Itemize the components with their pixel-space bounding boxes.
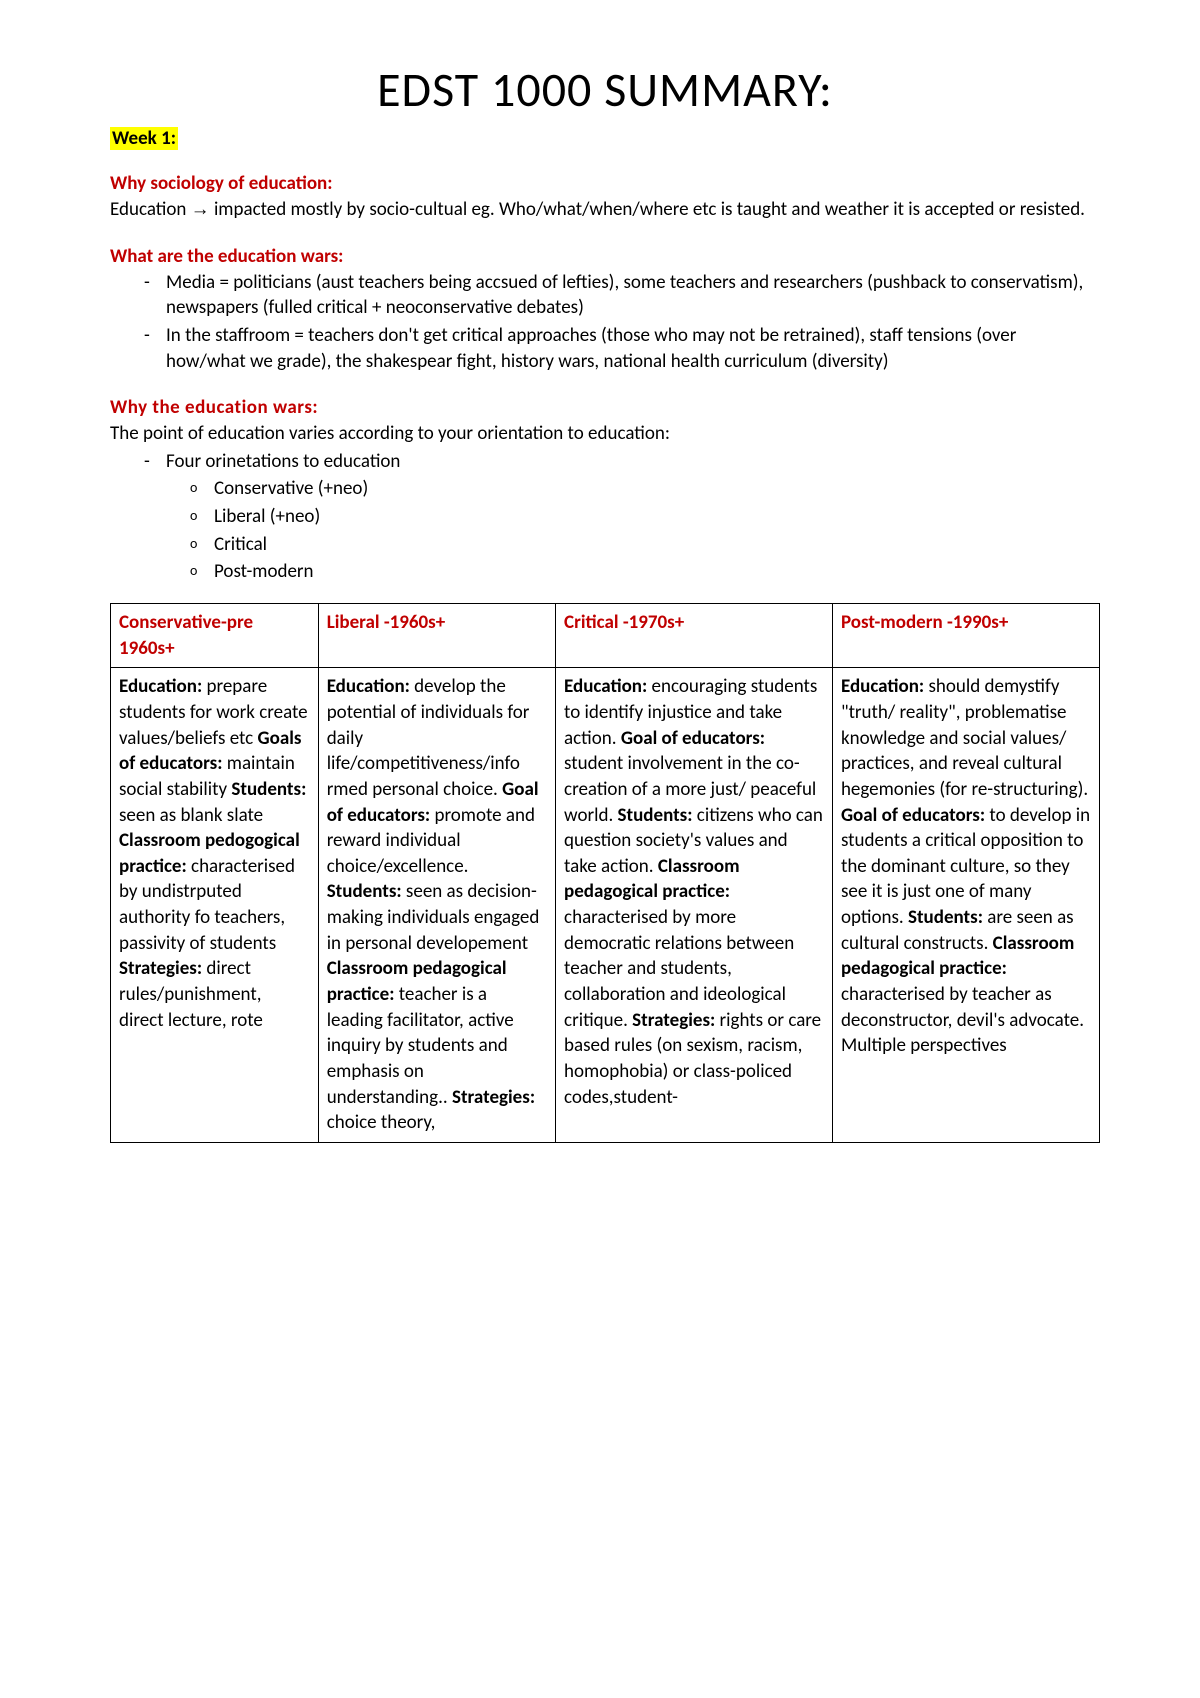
cell-label: Students: [618, 804, 693, 827]
list-item: Conservative (+neo) [110, 476, 1100, 502]
table-cell: Education: should demystify "truth/ real… [832, 668, 1099, 1143]
cell-label: Education: [327, 675, 410, 698]
cell-label: Goal of educators: [621, 727, 765, 750]
arrow-icon: → [191, 199, 210, 220]
table-header: Critical -1970s+ [556, 604, 833, 668]
cell-label: Education: [119, 675, 202, 698]
cell-label: Strategies: [452, 1086, 535, 1109]
table-row: Education: prepare students for work cre… [111, 668, 1100, 1143]
bullet-list-orientations: Four orinetations to education [110, 449, 1100, 475]
cell-label: Education: [564, 675, 647, 698]
section-what-wars: What are the education wars: Media = pol… [110, 245, 1100, 375]
sub-list-orientations: Conservative (+neo) Liberal (+neo) Criti… [110, 476, 1100, 585]
list-item: Critical [110, 532, 1100, 558]
comparison-table: Conservative-pre 1960s+ Liberal -1960s+ … [110, 603, 1100, 1143]
cell-text: choice theory, [327, 1111, 436, 1134]
page-title: EDST 1000 SUMMARY: [110, 60, 1100, 119]
section-why-sociology: Why sociology of education: Education → … [110, 172, 1100, 223]
table-cell: Education: encouraging students to ident… [556, 668, 833, 1143]
list-item: Four orinetations to education [110, 449, 1100, 475]
cell-label: Students: [327, 880, 402, 903]
document-page: EDST 1000 SUMMARY: Week 1: Why sociology… [0, 0, 1200, 1203]
cell-label: Students: [231, 778, 306, 801]
intro-why-wars: The point of education varies according … [110, 421, 1100, 447]
bullet-list-what-wars: Media = politicians (aust teachers being… [110, 270, 1100, 375]
list-item: Liberal (+neo) [110, 504, 1100, 530]
list-item: In the staffroom = teachers don't get cr… [110, 323, 1100, 374]
cell-text: seen as blank slate [119, 804, 263, 827]
cell-label: Strategies: [119, 957, 202, 980]
section-why-wars: Why the education wars: The point of edu… [110, 396, 1100, 585]
heading-why-sociology: Why sociology of education: [110, 172, 1100, 195]
text-pre: Education [110, 198, 191, 221]
list-item: Post-modern [110, 559, 1100, 585]
list-item: Media = politicians (aust teachers being… [110, 270, 1100, 321]
cell-label: Strategies: [632, 1009, 715, 1032]
heading-why-wars: Why the education wars: [110, 396, 1100, 419]
cell-label: Students: [908, 906, 983, 929]
week-label: Week 1: [110, 127, 178, 150]
table-header: Conservative-pre 1960s+ [111, 604, 319, 668]
cell-label: Goal of educators: [841, 804, 985, 827]
heading-what-wars: What are the education wars: [110, 245, 1100, 268]
table-header-row: Conservative-pre 1960s+ Liberal -1960s+ … [111, 604, 1100, 668]
body-why-sociology: Education → impacted mostly by socio-cul… [110, 197, 1100, 223]
table-header: Post-modern -1990s+ [832, 604, 1099, 668]
table-cell: Education: prepare students for work cre… [111, 668, 319, 1143]
cell-label: Education: [841, 675, 924, 698]
table-header: Liberal -1960s+ [318, 604, 555, 668]
text-post: impacted mostly by socio-cultual eg. Who… [210, 198, 1085, 221]
cell-text: characterised by teacher as deconstructo… [841, 983, 1084, 1057]
table-cell: Education: develop the potential of indi… [318, 668, 555, 1143]
